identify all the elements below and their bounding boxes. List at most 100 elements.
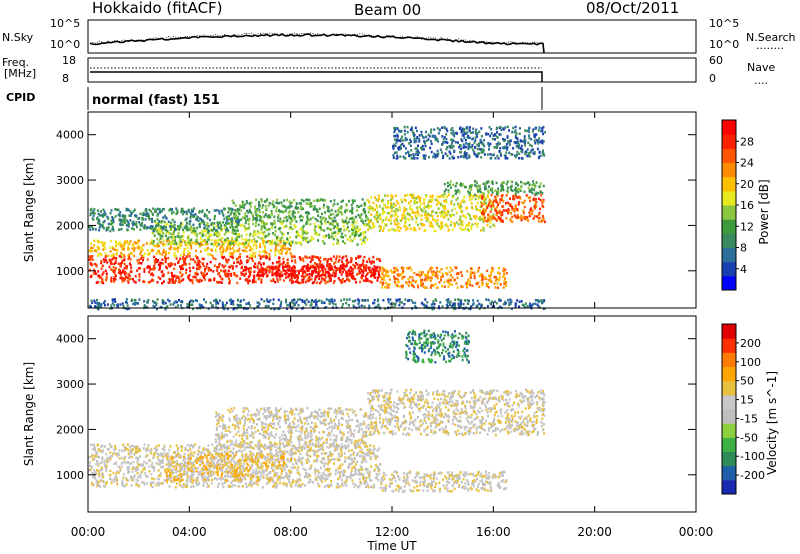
echo-cell bbox=[464, 139, 467, 142]
echo-cell bbox=[392, 147, 395, 150]
echo-cell bbox=[477, 197, 480, 200]
echo-cell bbox=[476, 132, 479, 135]
echo-cell bbox=[123, 262, 126, 266]
echo-cell bbox=[138, 273, 141, 276]
echo-cell bbox=[185, 212, 188, 216]
echo-cell bbox=[408, 218, 411, 222]
echo-cell bbox=[325, 270, 327, 274]
echo-cell bbox=[503, 272, 506, 275]
echo-cell bbox=[258, 218, 261, 222]
echo-cell bbox=[460, 184, 463, 187]
echo-cell bbox=[153, 227, 156, 231]
echo-cell bbox=[468, 229, 471, 233]
echo-cell bbox=[450, 202, 452, 205]
echo-cell bbox=[403, 198, 406, 201]
echo-cell bbox=[203, 221, 206, 224]
echo-cell bbox=[203, 212, 206, 216]
echo-cell bbox=[187, 236, 190, 240]
echo-cell bbox=[358, 264, 361, 267]
echo-cell bbox=[451, 283, 454, 286]
echo-cell bbox=[317, 266, 320, 270]
echo-cell bbox=[384, 268, 387, 272]
echo-cell bbox=[400, 198, 403, 202]
echo-cell bbox=[142, 254, 145, 257]
echo-cell bbox=[337, 212, 340, 216]
echo-cell bbox=[372, 301, 375, 305]
echo-cell bbox=[439, 227, 442, 231]
echo-cell bbox=[300, 243, 303, 246]
echo-cell bbox=[198, 259, 201, 263]
echo-cell bbox=[110, 239, 112, 243]
echo-cell bbox=[425, 139, 428, 143]
echo-cell bbox=[369, 206, 372, 210]
echo-cell bbox=[217, 238, 220, 242]
echo-cell bbox=[152, 207, 155, 210]
echo-cell bbox=[179, 243, 182, 246]
echo-cell bbox=[516, 299, 519, 302]
echo-cell bbox=[347, 261, 350, 264]
echo-cell bbox=[350, 259, 353, 263]
echo-cell bbox=[376, 210, 379, 214]
echo-cell bbox=[235, 219, 238, 222]
echo-cell bbox=[484, 187, 486, 191]
echo-cell bbox=[315, 300, 318, 304]
echo-cell bbox=[489, 199, 492, 202]
echo-cell bbox=[310, 303, 313, 306]
echo-cell bbox=[184, 243, 187, 247]
echo-cell bbox=[125, 219, 128, 222]
echo-cell bbox=[254, 262, 257, 265]
echo-cell bbox=[161, 253, 164, 256]
echo-cell bbox=[387, 200, 390, 204]
echo-cell bbox=[143, 300, 146, 303]
echo-cell bbox=[199, 305, 202, 308]
echo-cell bbox=[220, 269, 223, 272]
echo-cell bbox=[453, 203, 456, 206]
echo-cell bbox=[445, 200, 448, 204]
echo-cell bbox=[533, 215, 536, 218]
echo-cell bbox=[199, 278, 202, 281]
echo-cell bbox=[462, 199, 465, 202]
echo-cell bbox=[323, 301, 326, 305]
echo-cell bbox=[459, 215, 462, 218]
echo-cell bbox=[459, 201, 462, 205]
echo-cell bbox=[521, 216, 524, 220]
echo-cell bbox=[520, 300, 523, 303]
echo-cell bbox=[468, 280, 471, 283]
echo-cell bbox=[291, 219, 294, 223]
echo-cell bbox=[489, 225, 492, 229]
echo-cell bbox=[289, 222, 292, 226]
echo-cell bbox=[245, 302, 248, 306]
echo-cell bbox=[137, 262, 140, 265]
echo-cell bbox=[414, 153, 417, 156]
echo-cell bbox=[212, 270, 215, 273]
echo-cell bbox=[201, 230, 204, 233]
echo-cell bbox=[229, 299, 232, 302]
echo-cell bbox=[303, 265, 306, 268]
echo-cell bbox=[416, 223, 419, 227]
echo-cell bbox=[529, 151, 532, 154]
echo-cell bbox=[487, 180, 490, 183]
echo-cell bbox=[215, 298, 217, 301]
echo-cell bbox=[274, 229, 277, 233]
echo-cell bbox=[528, 211, 531, 215]
echo-cell bbox=[355, 257, 357, 260]
echo-cell bbox=[170, 235, 173, 239]
echo-cell bbox=[332, 302, 335, 305]
echo-cell bbox=[106, 303, 109, 306]
echo-cell bbox=[100, 281, 103, 284]
echo-cell bbox=[477, 144, 480, 148]
echo-cell bbox=[381, 283, 384, 286]
echo-cell bbox=[504, 155, 507, 158]
echo-cell bbox=[120, 243, 123, 247]
echo-cell bbox=[324, 199, 327, 202]
echo-cell bbox=[487, 195, 490, 199]
echo-cell bbox=[236, 281, 239, 285]
echo-cell bbox=[421, 148, 423, 151]
echo-cell bbox=[495, 213, 498, 217]
echo-cell bbox=[403, 225, 406, 228]
echo-cell bbox=[161, 258, 164, 261]
echo-cell bbox=[172, 211, 175, 214]
echo-cell bbox=[351, 220, 354, 224]
echo-cell bbox=[324, 281, 327, 285]
echo-cell bbox=[209, 260, 212, 264]
